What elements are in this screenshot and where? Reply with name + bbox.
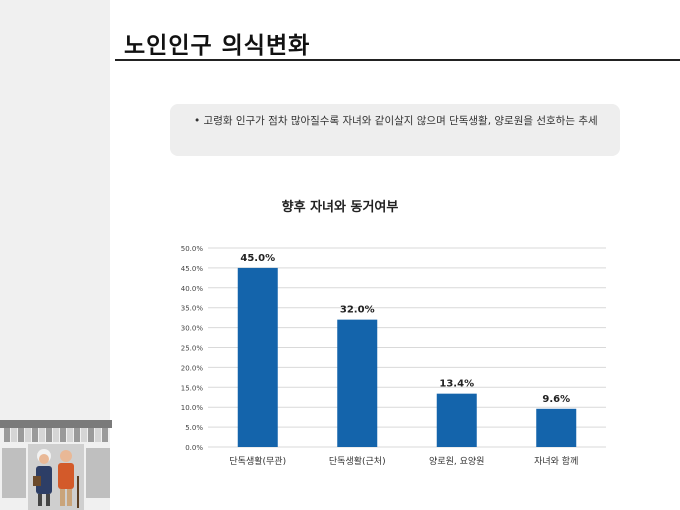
bar-value-label: 45.0% (240, 253, 275, 264)
bar (436, 393, 477, 447)
y-tick-label: 10.0% (181, 404, 204, 412)
y-tick-label: 0.0% (185, 444, 203, 452)
page-title: 노인인구 의식변화 (124, 33, 311, 59)
y-tick-label: 35.0% (181, 305, 204, 313)
x-category-label: 단독생활(근처) (329, 455, 386, 467)
y-tick-label: 25.0% (181, 345, 204, 353)
x-category-label: 단독생활(무관) (229, 455, 286, 467)
y-tick-label: 45.0% (181, 265, 204, 273)
x-category-label: 자녀와 함께 (534, 455, 578, 467)
summary-box: • 고령화 인구가 점차 많아질수록 자녀와 같이살지 않으며 단독생활, 양로… (170, 104, 620, 156)
title-underline (115, 59, 680, 61)
y-tick-label: 50.0% (181, 245, 204, 253)
x-category-label: 양로원, 요양원 (429, 456, 484, 467)
y-tick-label: 40.0% (181, 285, 204, 293)
chart-title: 향후 자녀와 동거여부 (281, 200, 399, 215)
summary-text: • 고령화 인구가 점차 많아질수록 자녀와 같이살지 않으며 단독생활, 양로… (194, 115, 598, 127)
bar (237, 267, 278, 447)
y-tick-label: 20.0% (181, 364, 204, 372)
y-tick-label: 5.0% (185, 424, 203, 432)
bar (337, 319, 378, 447)
bar (536, 408, 577, 447)
bar-value-label: 32.0% (340, 305, 375, 316)
bar-value-label: 13.4% (439, 379, 474, 390)
y-tick-label: 30.0% (181, 325, 204, 333)
bar-value-label: 9.6% (542, 394, 570, 405)
y-tick-label: 15.0% (181, 384, 204, 392)
elderly-couple-shopfront-icon (0, 420, 112, 510)
